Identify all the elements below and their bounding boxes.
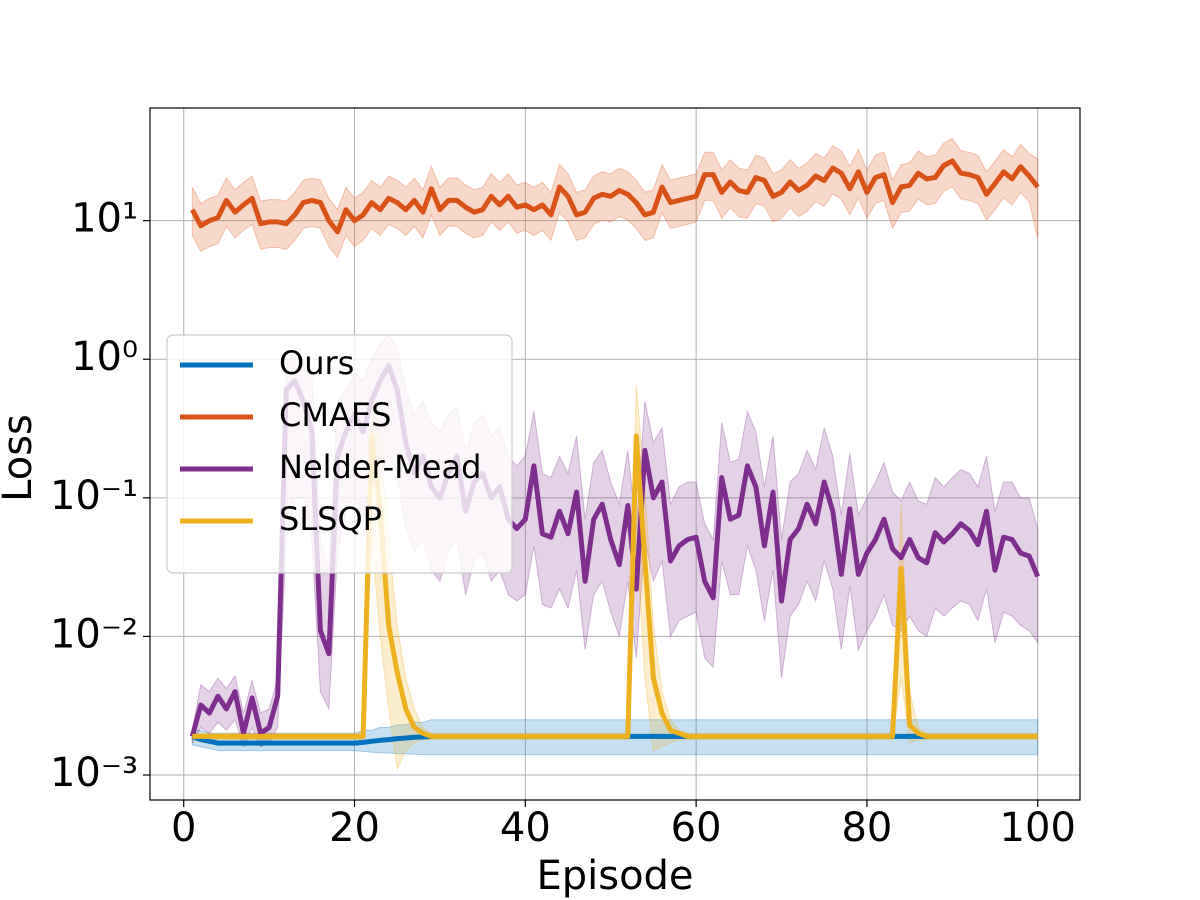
legend-label: CMAES [279,396,391,434]
ticks: 0 20 40 60 80 100 10⁻³ 10⁻² 10⁻¹ 10⁰ 10¹ [50,196,1076,851]
legend-label: SLSQP [279,500,382,538]
x-tick-label: 80 [841,805,892,851]
legend: Ours CMAES Nelder-Mead SLSQP [166,334,513,574]
y-tick-label: 10¹ [71,196,138,242]
y-axis-label: Loss [0,414,41,502]
x-tick-label: 0 [171,805,196,851]
y-tick-label: 10⁻¹ [50,473,138,519]
y-tick-label: 10⁻² [50,611,138,657]
x-tick-label: 60 [671,805,722,851]
legend-label: Nelder-Mead [279,448,481,486]
series-line [192,433,1038,739]
plot-frame [149,107,1081,801]
legend-box [166,334,513,574]
error-band [191,385,1039,772]
legend-label: Ours [279,344,354,382]
error-band [191,137,1039,259]
x-tick-label: 20 [329,805,380,851]
series-line [190,158,1040,235]
y-tick-label: 10⁻³ [50,750,138,796]
x-axis-label: Episode [536,853,693,899]
x-tick-label: 100 [1000,805,1076,851]
x-tick-label: 40 [500,805,551,851]
y-tick-label: 10⁰ [71,334,138,380]
